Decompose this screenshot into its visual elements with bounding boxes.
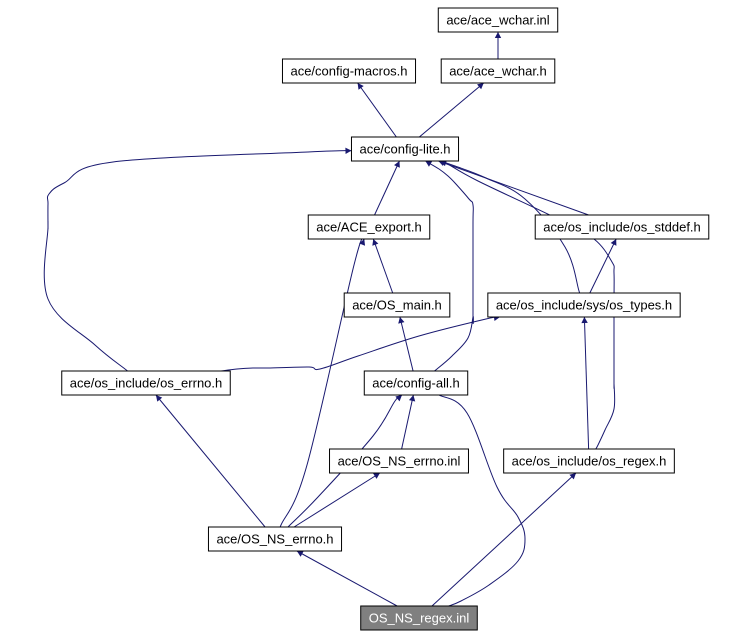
edge — [297, 551, 397, 606]
node-box[interactable] — [441, 59, 555, 83]
edge-arrowhead — [358, 83, 364, 90]
node-os_regex[interactable]: ace/os_include/os_regex.h — [504, 449, 675, 473]
node-box[interactable] — [344, 293, 450, 317]
node-config_lite[interactable]: ace/config-lite.h — [351, 137, 458, 161]
edge — [437, 394, 525, 606]
edge — [375, 161, 400, 215]
node-os_types[interactable]: ace/os_include/sys/os_types.h — [488, 293, 680, 317]
edge-arrowhead — [581, 317, 587, 323]
node-box[interactable] — [535, 215, 709, 239]
edge — [432, 473, 576, 606]
node-ace_wchar_h[interactable]: ace/ace_wchar.h — [441, 59, 555, 83]
node-box[interactable] — [208, 527, 341, 551]
edge — [419, 83, 483, 137]
node-config_macros[interactable]: ace/config-macros.h — [282, 59, 415, 83]
edge — [294, 473, 380, 527]
node-ace_wchar_inl[interactable]: ace/ace_wchar.inl — [438, 8, 557, 32]
node-box[interactable] — [488, 293, 680, 317]
node-box[interactable] — [438, 8, 557, 32]
edge-arrowhead — [156, 395, 162, 402]
node-box[interactable] — [504, 449, 675, 473]
edge — [438, 161, 588, 215]
node-box[interactable] — [308, 215, 430, 239]
node-box[interactable] — [330, 449, 469, 473]
node-ace_export[interactable]: ace/ACE_export.h — [308, 215, 430, 239]
edge — [156, 395, 265, 527]
edge-arrowhead — [373, 473, 380, 479]
edge — [44, 151, 351, 372]
node-box[interactable] — [62, 371, 231, 395]
node-os_ns_errno_h[interactable]: ace/OS_NS_errno.h — [208, 527, 341, 551]
edge-arrowhead — [495, 32, 501, 38]
node-root[interactable]: OS_NS_regex.inl — [361, 606, 478, 630]
edge — [358, 83, 397, 137]
node-config_all[interactable]: ace/config-all.h — [364, 371, 467, 395]
edge-arrowhead — [395, 395, 402, 401]
edge — [400, 317, 413, 371]
node-box[interactable] — [364, 371, 467, 395]
node-os_ns_errno_inl[interactable]: ace/OS_NS_errno.inl — [330, 449, 469, 473]
node-box[interactable] — [351, 137, 458, 161]
edge — [584, 317, 588, 449]
edge-arrowhead — [345, 148, 351, 154]
edge — [220, 317, 500, 371]
node-os_main[interactable]: ace/OS_main.h — [344, 293, 450, 317]
edge — [425, 161, 473, 371]
nodes-layer: OS_NS_regex.inl ace/OS_NS_errno.h ace/OS_N… — [62, 8, 709, 630]
edge — [279, 238, 365, 530]
node-os_stddef[interactable]: ace/os_include/os_stddef.h — [535, 215, 709, 239]
edge-arrowhead — [398, 317, 404, 324]
edge — [373, 239, 392, 293]
edge — [590, 239, 616, 293]
edges-layer — [44, 32, 616, 606]
node-box[interactable] — [282, 59, 415, 83]
edge — [402, 395, 414, 449]
node-os_errno_inc[interactable]: ace/os_include/os_errno.h — [62, 371, 231, 395]
edge-arrowhead — [409, 395, 415, 402]
node-box[interactable] — [361, 606, 478, 630]
